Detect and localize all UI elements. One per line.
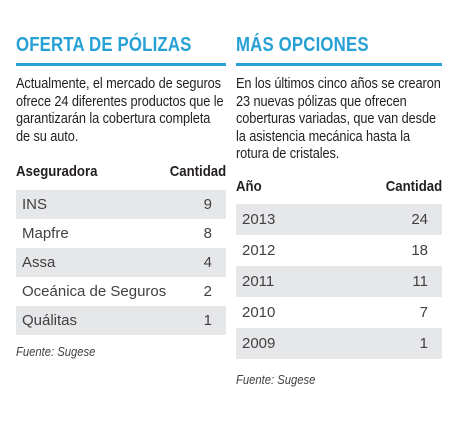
oferta-title-rule — [16, 63, 226, 66]
table-row: Quálitas 1 — [16, 306, 226, 335]
row-name: Assa — [16, 248, 199, 277]
col-cantidad: Cantidad — [169, 163, 226, 180]
opciones-source: Fuente: Sugese — [236, 372, 316, 387]
row-year: 2011 — [236, 265, 352, 297]
table-row: INS 9 — [16, 190, 226, 219]
table-row: Assa 4 — [16, 248, 226, 277]
row-name: Quálitas — [16, 306, 199, 335]
opciones-title-rule — [236, 63, 442, 66]
table-row: 2013 24 — [236, 203, 442, 235]
table-row: 2009 1 — [236, 327, 442, 359]
row-name: Oceánica de Seguros — [22, 283, 167, 300]
row-qty: 4 — [198, 248, 226, 277]
row-year: 2010 — [242, 303, 276, 321]
row-qty: 2 — [203, 283, 212, 300]
table-row: Mapfre 8 — [16, 219, 226, 248]
table-row: Oceánica de Seguros 2 — [16, 277, 226, 306]
opciones-title: MÁS OPCIONES — [236, 34, 369, 56]
row-qty: 8 — [203, 225, 212, 242]
row-qty: 18 — [411, 241, 428, 259]
row-qty: 11 — [351, 265, 442, 297]
oferta-panel: OFERTA DE PÓLIZAS Actualmente, el mercad… — [16, 34, 226, 359]
table-row: 2011 11 — [236, 265, 442, 297]
opciones-intro: En los últimos cinco años se crearon 23 … — [236, 75, 441, 162]
oferta-title: OFERTA DE PÓLIZAS — [16, 34, 192, 56]
opciones-panel: MÁS OPCIONES En los últimos cinco años s… — [236, 34, 442, 387]
row-qty: 9 — [198, 190, 226, 219]
table-row: 2012 18 — [236, 235, 442, 266]
opciones-table: 2013 24 2012 18 2011 11 2010 7 2009 1 — [236, 203, 442, 359]
col-cantidad: Cantidad — [385, 177, 442, 195]
row-name: INS — [16, 190, 199, 219]
row-qty: 24 — [351, 203, 442, 235]
oferta-source: Fuente: Sugese — [16, 345, 96, 359]
row-year: 2012 — [242, 241, 276, 259]
col-aseguradora: Aseguradora — [16, 163, 98, 180]
oferta-table-header: Aseguradora Cantidad — [16, 163, 226, 180]
col-ano: Año — [236, 177, 262, 195]
row-qty: 1 — [351, 327, 442, 359]
oferta-intro: Actualmente, el mercado de seguros ofrec… — [16, 75, 224, 145]
row-qty: 1 — [198, 306, 226, 335]
oferta-table: INS 9 Mapfre 8 Assa 4 Oceánica de Seguro… — [16, 190, 226, 335]
row-year: 2013 — [236, 203, 352, 235]
row-year: 2009 — [236, 327, 352, 359]
row-qty: 7 — [419, 303, 428, 321]
row-name: Mapfre — [22, 225, 69, 242]
table-row: 2010 7 — [236, 297, 442, 328]
opciones-table-header: Año Cantidad — [236, 178, 442, 195]
